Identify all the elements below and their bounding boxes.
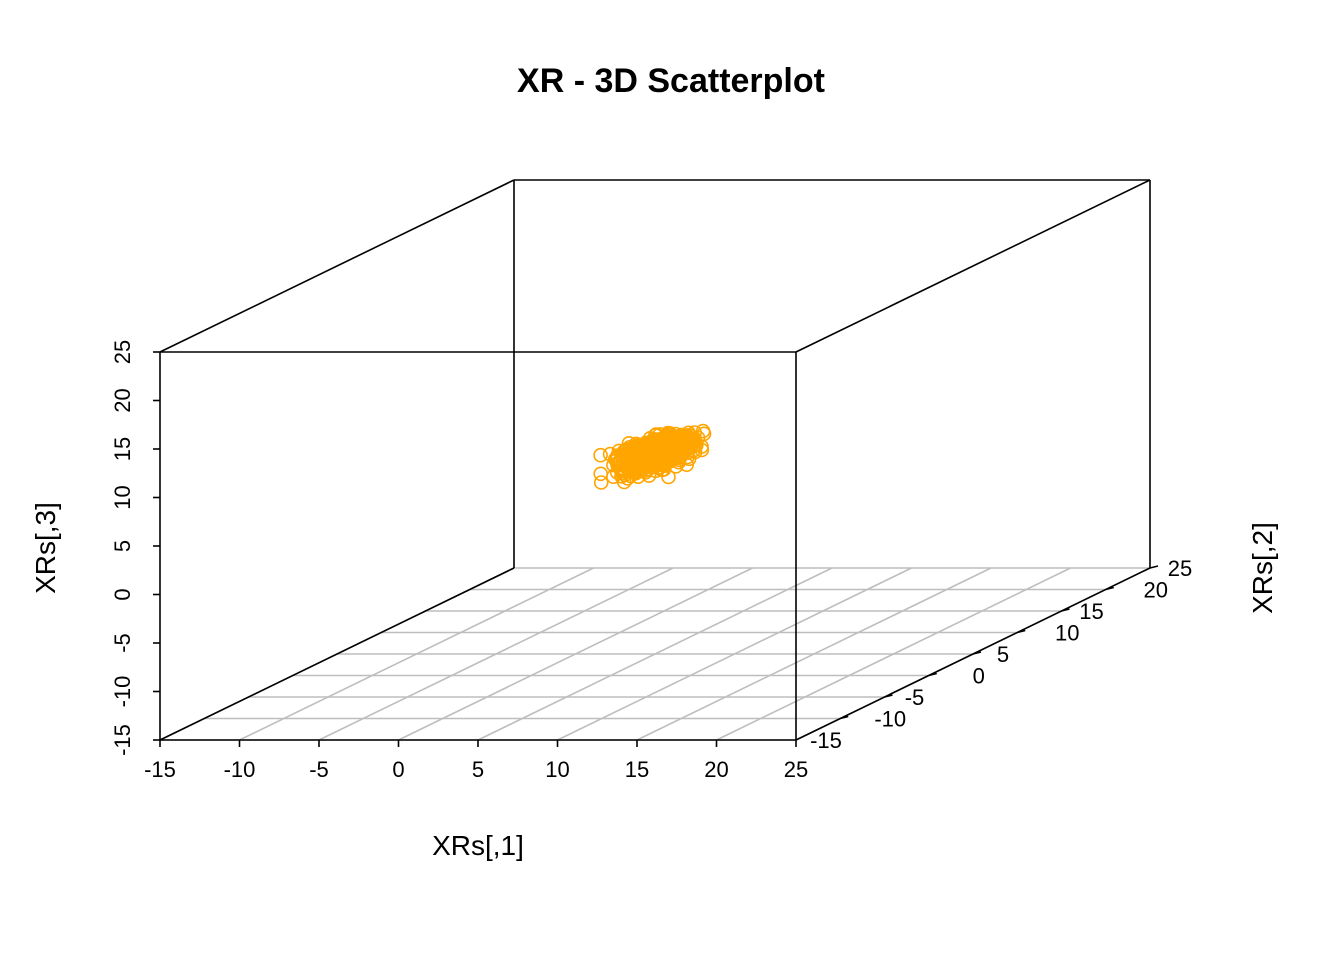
y-tick-label: -10	[874, 707, 906, 732]
z-tick-label: 25	[110, 340, 135, 364]
box-back-edges	[159, 179, 1151, 741]
grid-line-x	[318, 567, 674, 741]
z-tick-label: 5	[110, 540, 135, 552]
y-tick	[972, 651, 982, 655]
z-tick-label: 0	[110, 588, 135, 600]
chart-title: XR - 3D Scatterplot	[517, 62, 825, 100]
data-point	[657, 437, 673, 453]
z-axis-label: XRs[,3]	[30, 502, 61, 594]
y-tick	[884, 694, 893, 698]
x-tick-label: 10	[545, 757, 569, 782]
data-point	[628, 442, 643, 458]
data-point	[661, 469, 676, 485]
data-point	[675, 439, 691, 455]
y-tick-label: 0	[973, 664, 985, 689]
data-point	[622, 453, 637, 469]
box-edge	[795, 179, 1151, 353]
grid-line-x	[239, 567, 594, 741]
data-point	[639, 453, 654, 469]
data-point	[623, 450, 639, 466]
y-tick	[1017, 629, 1026, 634]
data-point	[690, 430, 706, 446]
y-axis-label: XRs[,2]	[1247, 522, 1278, 614]
data-point	[593, 475, 609, 490]
data-point	[654, 447, 670, 463]
y-tick-label: 5	[997, 642, 1009, 667]
y-tick	[1061, 608, 1070, 612]
y-tick	[840, 715, 849, 720]
z-tick-label: 20	[110, 388, 135, 412]
grid-line-x	[557, 567, 912, 741]
y-tick-label: 15	[1079, 599, 1103, 624]
data-point	[602, 446, 618, 462]
data-point	[661, 430, 677, 446]
z-tick-label: 10	[110, 485, 135, 509]
data-point	[671, 439, 687, 455]
y-tick	[928, 672, 937, 677]
y-tick-label: 10	[1055, 621, 1079, 646]
box-edge	[159, 567, 515, 741]
data-point	[635, 444, 651, 459]
y-tick	[1149, 565, 1159, 569]
axis-ticks: -15 -10 -5 0 5 10 15 20 25-15-10-50510152025-15-…	[110, 340, 1192, 782]
y-tick-label: 25	[1168, 556, 1192, 581]
x-tick-label: 20	[704, 757, 728, 782]
z-tick-label: -15	[110, 724, 135, 756]
data-point	[593, 447, 608, 463]
x-tick-label: -15	[144, 757, 176, 782]
x-tick-label: 25	[784, 757, 808, 782]
y-tick-label: 20	[1144, 578, 1168, 603]
y-tick-label: -5	[905, 685, 925, 710]
z-tick-label: -10	[110, 676, 135, 708]
data-point	[611, 443, 627, 459]
box-edge	[159, 179, 515, 353]
data-point	[661, 447, 677, 463]
y-tick	[1105, 586, 1114, 591]
x-axis-label: XRs[,1]	[432, 830, 524, 861]
grid-line-x	[716, 567, 1071, 741]
point-cloud	[593, 423, 712, 490]
z-tick-label: -5	[110, 633, 135, 653]
x-tick-label: -5	[309, 757, 329, 782]
x-tick-label: -10	[224, 757, 256, 782]
grid-line-x	[398, 567, 753, 741]
x-tick-label: 5	[472, 757, 484, 782]
y-tick-label: -15	[810, 728, 842, 753]
x-tick-label: 0	[392, 757, 404, 782]
grid-line-x	[477, 567, 833, 741]
x-tick-label: 15	[625, 757, 649, 782]
grid-line-x	[636, 567, 992, 741]
z-tick-label: 15	[110, 437, 135, 461]
